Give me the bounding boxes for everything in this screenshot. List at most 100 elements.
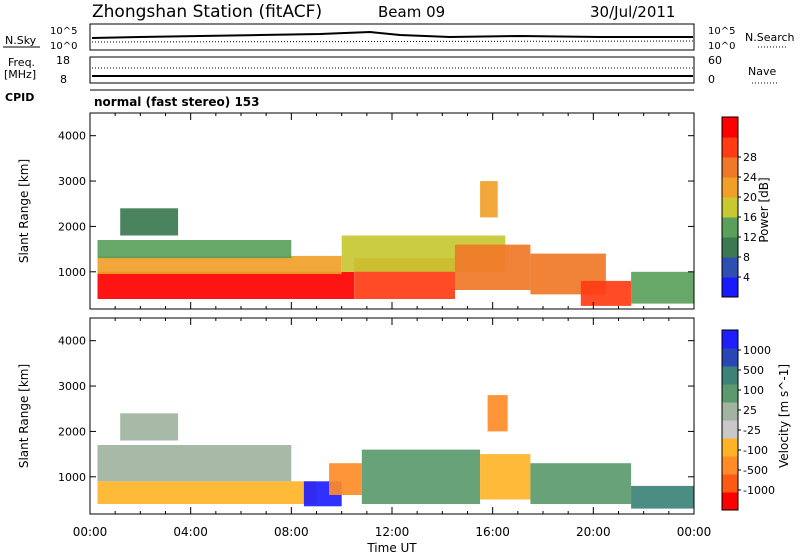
power-colorbar-segment — [722, 237, 738, 258]
power-colorbar-segment — [722, 157, 738, 178]
velocity-colorbar-segment — [722, 474, 738, 493]
velocity-colorbar-segment — [722, 348, 738, 367]
velocity-echo-patch — [530, 463, 632, 504]
power-echo-patch — [97, 271, 355, 299]
power-echo-patch — [97, 255, 342, 274]
power-colorbar-frame — [721, 116, 739, 298]
velocity-colorbar-segment — [722, 402, 738, 421]
nsearch-tick-bottom: 10^0 — [708, 41, 735, 52]
power-y-axis: 1000 2000 3000 4000 — [58, 130, 694, 279]
nsearch-trace — [91, 40, 694, 43]
nave-tick-top: 60 — [708, 54, 722, 67]
velocity-colorbar-tick-label: 100 — [743, 384, 764, 397]
velocity-colorbar: 1000 500 100 25 -25 -100 -500 -1000 — [721, 329, 775, 511]
power-echo-patch — [580, 280, 632, 306]
velocity-colorbar-tick-label: -100 — [743, 444, 768, 457]
velocity-colorbar-tick-label: -500 — [743, 464, 768, 477]
power-y-tick-label: 4000 — [58, 130, 86, 143]
sky-search-panel: N.Sky 10^5 10^0 10^5 10^0 N.Search — [3, 23, 795, 52]
velocity-y-tick-label: 2000 — [58, 425, 86, 438]
velocity-echo-patch — [487, 395, 508, 432]
power-colorbar-tick-label: 8 — [743, 251, 750, 264]
freq-unit-label: [MHz] — [4, 68, 36, 81]
velocity-colorbar-segment — [722, 420, 738, 439]
nsky-trace — [91, 30, 693, 39]
velocity-echo-patch — [120, 413, 179, 441]
velocity-colorbar-segment — [722, 330, 738, 349]
power-echo-patch — [480, 181, 498, 218]
velocity-colorbar-segment — [722, 456, 738, 475]
velocity-colorbar-segment — [722, 384, 738, 403]
power-colorbar-segment — [722, 257, 738, 278]
power-echo-patch — [120, 208, 179, 236]
power-echo-patch — [97, 240, 292, 259]
velocity-echo-patch — [97, 445, 292, 482]
velocity-colorbar-tick-label: 500 — [743, 364, 764, 377]
velocity-y-tick-label: 1000 — [58, 471, 86, 484]
nsearch-label: N.Search — [745, 31, 795, 44]
nsky-tick-top: 10^5 — [50, 26, 77, 37]
power-colorbar-tick-label: 4 — [743, 271, 750, 284]
freq-tick-bottom: 8 — [60, 73, 67, 86]
power-colorbar-tick-label: 28 — [743, 151, 757, 164]
power-y-tick-label: 1000 — [58, 266, 86, 279]
velocity-x-ticks — [89, 318, 695, 514]
velocity-ylabel: Slant Range [km] — [17, 364, 31, 468]
power-colorbar-segment — [722, 137, 738, 158]
power-colorbar-tick-label: 12 — [743, 231, 757, 244]
power-panel: 1000 2000 3000 4000 Slant Range [km] — [17, 112, 695, 310]
station-title: Zhongshan Station (fitACF) — [92, 2, 322, 22]
power-colorbar-segment — [722, 117, 738, 138]
time-tick-label: 12:00 — [375, 525, 410, 539]
power-x-ticks — [89, 113, 695, 309]
velocity-y-tick-label: 4000 — [58, 335, 86, 348]
velocity-colorbar-segment — [722, 492, 738, 511]
power-data-layer — [97, 181, 694, 306]
power-colorbar-tick-label: 16 — [743, 211, 757, 224]
nave-label: Nave — [748, 65, 776, 78]
date-label: 30/Jul/2011 — [590, 3, 675, 21]
velocity-colorbar-segment — [722, 438, 738, 457]
power-colorbar-label: Power [dB] — [757, 177, 771, 242]
power-colorbar-segment — [722, 217, 738, 238]
velocity-echo-patch — [480, 454, 531, 500]
velocity-echo-patch — [361, 449, 481, 504]
power-echo-patch — [454, 244, 531, 290]
nsky-label: N.Sky — [5, 34, 37, 47]
freq-nave-panel: Freq. [MHz] 18 8 60 0 Nave — [4, 54, 778, 86]
time-tick-label: 00:00 — [73, 525, 108, 539]
power-y-tick-label: 2000 — [58, 220, 86, 233]
velocity-colorbar-tick-label: -1000 — [743, 484, 775, 497]
freq-panel-frame — [89, 56, 695, 84]
power-colorbar-tick-label: 20 — [743, 191, 757, 204]
beam-label: Beam 09 — [378, 3, 445, 21]
time-tick-label: 08:00 — [274, 525, 309, 539]
nave-tick-bottom: 0 — [708, 73, 715, 86]
nsearch-tick-top: 10^5 — [708, 26, 735, 37]
velocity-colorbar-tick-label: 1000 — [743, 344, 771, 357]
velocity-y-tick-label: 3000 — [58, 380, 86, 393]
velocity-colorbar-segment — [722, 366, 738, 385]
velocity-colorbar-label: Velocity [m s^-1] — [777, 364, 791, 468]
velocity-data-layer — [97, 395, 694, 509]
velocity-colorbar-tick-label: -25 — [743, 424, 761, 437]
sky-panel-frame — [89, 23, 695, 51]
power-colorbar: 4 8 12 16 20 24 28 — [721, 116, 757, 298]
velocity-echo-patch — [97, 481, 317, 504]
velocity-y-axis: 1000 2000 3000 4000 — [58, 335, 694, 484]
power-colorbar-tick-label: 24 — [743, 171, 757, 184]
power-y-tick-label: 3000 — [58, 175, 86, 188]
time-tick-label: 00:00 — [677, 525, 712, 539]
time-axis-labels: 00:00 04:00 08:00 12:00 16:00 20:00 00:00 — [73, 525, 712, 539]
velocity-echo-patch — [631, 485, 694, 509]
velocity-colorbar-tick-label: 25 — [743, 404, 757, 417]
power-echo-patch — [631, 271, 694, 304]
time-tick-label: 04:00 — [173, 525, 208, 539]
velocity-panel: 1000 2000 3000 4000 Slant Range [km] — [17, 317, 695, 515]
freq-tick-top: 18 — [56, 54, 70, 67]
power-colorbar-segment — [722, 277, 738, 298]
time-axis-title: Time UT — [366, 541, 417, 554]
cpid-value: normal (fast stereo) 153 — [94, 95, 260, 109]
velocity-echo-patch — [329, 463, 362, 495]
